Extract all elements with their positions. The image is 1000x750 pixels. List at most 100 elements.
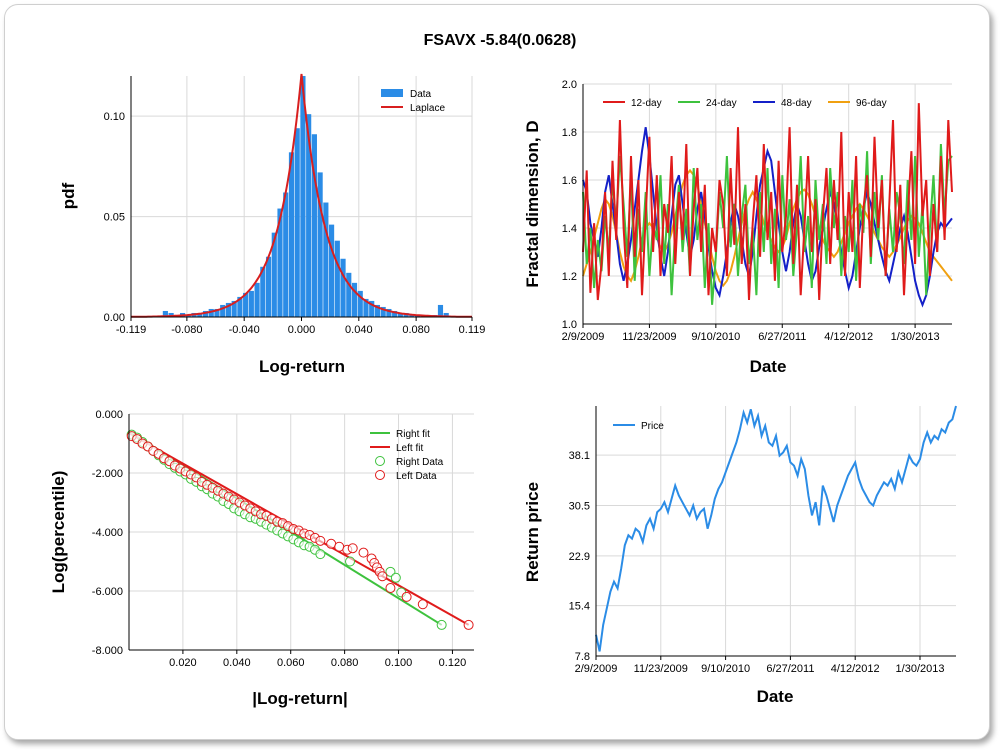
histogram-bar xyxy=(168,312,174,317)
histogram-bar xyxy=(363,298,369,317)
histogram-bar xyxy=(300,76,306,317)
histogram-bar xyxy=(271,232,277,317)
legend-swatch xyxy=(375,456,385,466)
legend-swatch xyxy=(375,470,385,480)
x-tick-label: 0.040 xyxy=(223,657,251,669)
legend-swatch-data xyxy=(381,89,403,97)
x-tick-label: 11/23/2009 xyxy=(622,331,676,343)
histogram-bar xyxy=(437,304,444,317)
histogram-bar xyxy=(277,208,283,317)
y-tick-label: -6.000 xyxy=(92,586,123,598)
histogram-bar xyxy=(202,310,209,317)
x-tick-label: 6/27/2011 xyxy=(758,331,806,343)
y-tick-label: 7.8 xyxy=(575,651,590,663)
legend-label: Laplace xyxy=(410,103,445,114)
histogram-bar xyxy=(248,290,254,317)
left-data-point xyxy=(463,619,474,630)
histogram-bar xyxy=(323,202,329,317)
x-tick-label: 0.100 xyxy=(385,657,413,669)
x-tick-label: 11/23/2009 xyxy=(634,663,688,675)
x-tick-label: 0.080 xyxy=(331,657,359,669)
y-tick-label: 1.4 xyxy=(562,223,577,235)
histogram-bar xyxy=(346,272,352,317)
y-tick-label: -2.000 xyxy=(92,468,123,480)
histogram-bar xyxy=(409,314,415,317)
y-tick-label: 0.10 xyxy=(104,111,125,123)
histogram-bar xyxy=(225,302,232,317)
histogram-bar xyxy=(329,224,335,317)
histogram-bar xyxy=(254,282,260,317)
left-data-point xyxy=(377,571,388,582)
y-tick-label: 1.0 xyxy=(562,319,577,331)
right-data-point xyxy=(315,549,326,560)
y-tick-label: 15.4 xyxy=(569,601,590,613)
histogram-bar xyxy=(243,292,249,317)
x-tick-label: -0.080 xyxy=(171,324,202,336)
histogram-bar xyxy=(288,152,295,317)
x-tick-label: 0.020 xyxy=(169,657,197,669)
right-data-point xyxy=(436,619,447,630)
histogram-bar xyxy=(260,266,266,317)
x-tick-label: 1/30/2013 xyxy=(896,663,945,675)
histogram-bar xyxy=(231,300,237,317)
y-axis-label: Fractal dimension, D xyxy=(523,120,542,287)
x-axis-label: Date xyxy=(750,357,787,376)
histogram-bar xyxy=(220,304,226,317)
chart-frame xyxy=(4,4,990,740)
x-tick-label: 4/12/2012 xyxy=(831,663,880,675)
x-tick-label: -0.040 xyxy=(229,324,260,336)
legend-label: 12-day xyxy=(631,98,662,109)
x-tick-label: 0.120 xyxy=(439,657,467,669)
x-axis-label: Date xyxy=(757,687,794,706)
histogram-bar xyxy=(357,290,363,317)
legend: Right fit Left fit Right Data Left Data xyxy=(370,429,444,482)
left-data-point xyxy=(347,543,358,554)
x-tick-label: 0.119 xyxy=(459,324,486,336)
y-axis-label: pdf xyxy=(59,182,78,209)
y-tick-label: 2.0 xyxy=(562,79,577,91)
page-title: FSAVX -5.84(0.0628) xyxy=(423,32,577,49)
histogram-bar xyxy=(340,258,346,317)
x-tick-label: 0.040 xyxy=(345,324,373,336)
histogram-bar xyxy=(162,310,168,317)
legend-label: 24-day xyxy=(706,98,737,109)
x-tick-label: 0.080 xyxy=(402,324,430,336)
histogram-bar xyxy=(311,134,317,317)
left-data-point xyxy=(401,591,412,602)
histogram-bar xyxy=(392,310,398,317)
right-data-point xyxy=(390,572,401,583)
y-tick-label: 1.2 xyxy=(562,271,577,283)
x-tick-label: 6/27/2011 xyxy=(766,663,814,675)
histogram-bar xyxy=(237,296,243,317)
legend: Data Laplace xyxy=(381,89,445,114)
y-axis-label: Return price xyxy=(523,482,542,582)
y-axis-label: Log(percentile) xyxy=(49,471,68,594)
legend: 12-day 24-day 48-day 96-day xyxy=(603,98,887,109)
histogram-bar xyxy=(351,282,358,317)
laplace-fit-line xyxy=(131,73,472,318)
legend-label: Right fit xyxy=(396,429,430,440)
legend-label: Data xyxy=(410,89,432,100)
series-line-48-day xyxy=(582,127,953,308)
series-line-24-day xyxy=(582,143,953,305)
legend-label: Left Data xyxy=(396,471,437,482)
legend-label: 48-day xyxy=(781,98,812,109)
histogram-bar xyxy=(374,304,381,317)
y-tick-label: 0.00 xyxy=(104,312,125,324)
legend-label: 96-day xyxy=(856,98,887,109)
histogram-bar xyxy=(185,314,191,317)
x-tick-label: 0.060 xyxy=(277,657,305,669)
histogram-bar xyxy=(386,308,392,317)
x-tick-label: 9/10/2010 xyxy=(691,331,740,343)
x-tick-label: -0.119 xyxy=(116,324,146,336)
legend-label: Left fit xyxy=(396,443,423,454)
histogram-bar xyxy=(214,308,220,317)
y-tick-label: 0.000 xyxy=(95,409,123,421)
legend: Price xyxy=(613,421,664,432)
y-tick-label: 38.1 xyxy=(569,450,590,462)
histogram-bar xyxy=(283,192,289,317)
histogram-bar xyxy=(294,128,300,317)
x-tick-label: 4/12/2012 xyxy=(824,331,873,343)
histogram-bar xyxy=(380,306,386,317)
